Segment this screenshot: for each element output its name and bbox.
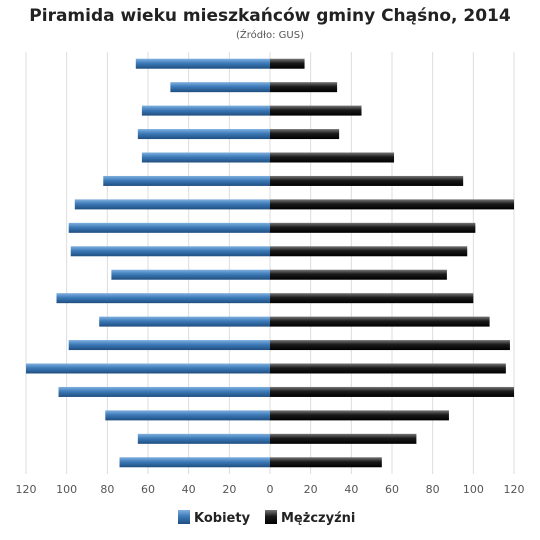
legend-label-female[interactable]: Kobiety [194, 511, 251, 526]
bar-male [270, 316, 490, 327]
bar-male [270, 222, 476, 233]
bar-male [270, 386, 514, 397]
x-tick-label: 40 [182, 483, 196, 496]
bar-male [270, 410, 449, 421]
bar-male [270, 293, 474, 304]
bar-male [270, 246, 468, 257]
legend-label-male[interactable]: Mężczyźni [281, 511, 355, 526]
bar-male [270, 58, 305, 69]
bar-female [99, 316, 270, 327]
bar-female [68, 222, 270, 233]
x-tick-label: 0 [267, 483, 274, 496]
bar-female [111, 269, 271, 280]
bar-male [270, 433, 417, 444]
bar-female [141, 105, 270, 116]
bar-female [170, 82, 270, 93]
bar-female [70, 246, 270, 257]
bar-female [58, 386, 271, 397]
legend-swatch-male[interactable] [265, 510, 277, 524]
bar-female [141, 152, 270, 163]
bar-female [137, 129, 270, 140]
x-tick-label: 80 [426, 483, 440, 496]
bar-female [119, 457, 271, 468]
x-tick-label: 80 [100, 483, 114, 496]
bar-female [56, 293, 270, 304]
bar-female [135, 58, 270, 69]
chart-subtitle: (Źródło: GUS) [236, 30, 304, 41]
bar-male [270, 175, 464, 186]
x-tick-label: 60 [141, 483, 155, 496]
bar-female [74, 199, 270, 210]
x-tick-label: 100 [56, 483, 77, 496]
legend-swatch-female[interactable] [178, 510, 190, 524]
x-tick-label: 120 [16, 483, 37, 496]
bar-female [103, 175, 271, 186]
bar-female [68, 340, 270, 351]
bar-male [270, 457, 382, 468]
bar-female [105, 410, 270, 421]
bar-male [270, 152, 395, 163]
bar-male [270, 269, 447, 280]
bar-male [270, 105, 362, 116]
bar-male [270, 199, 514, 210]
x-tick-label: 100 [463, 483, 484, 496]
bar-male [270, 363, 506, 374]
x-tick-label: 60 [385, 483, 399, 496]
bar-male [270, 129, 340, 140]
x-tick-label: 40 [344, 483, 358, 496]
x-tick-label: 120 [504, 483, 525, 496]
chart-title: Piramida wieku mieszkańców gminy Chąśno,… [29, 6, 511, 26]
bar-male [270, 340, 510, 351]
bar-male [270, 82, 338, 93]
bar-female [26, 363, 270, 374]
x-tick-label: 20 [222, 483, 236, 496]
x-tick-label: 20 [304, 483, 318, 496]
bar-female [137, 433, 270, 444]
